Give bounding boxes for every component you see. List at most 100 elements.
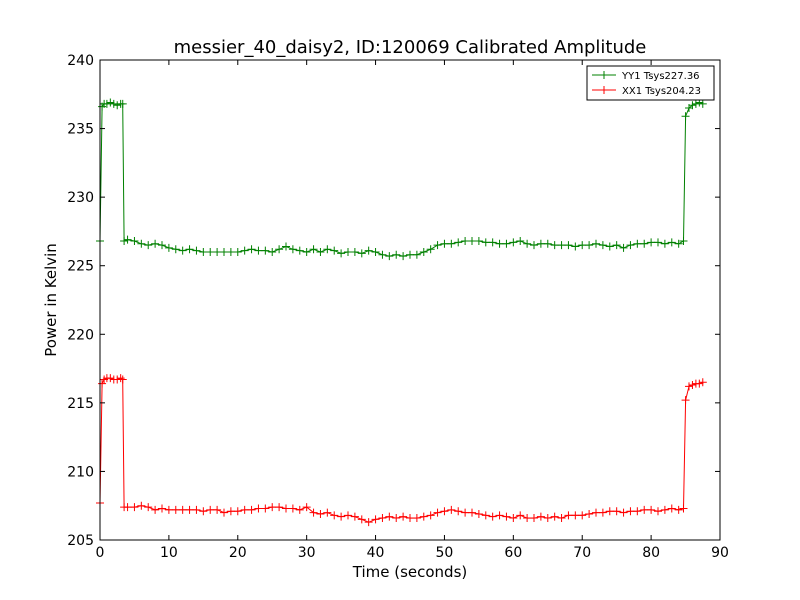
series-1 (96, 98, 707, 261)
data-point (660, 239, 669, 248)
data-point (557, 241, 566, 250)
data-point (158, 504, 166, 513)
data-point (213, 248, 222, 256)
data-point (309, 245, 318, 254)
data-point (116, 374, 125, 383)
data-point (185, 245, 194, 254)
data-point (605, 507, 614, 516)
data-point (220, 248, 228, 256)
data-point (378, 514, 387, 523)
data-point (344, 248, 352, 256)
data-point (295, 505, 304, 514)
data-point (254, 246, 263, 255)
data-point (323, 245, 332, 254)
data-point (419, 248, 428, 256)
x-tick-label: 60 (504, 545, 522, 561)
data-point (309, 508, 318, 517)
data-point (654, 238, 662, 247)
data-point (543, 514, 552, 523)
data-point (158, 241, 166, 250)
data-point (543, 239, 552, 248)
data-point (295, 246, 304, 255)
data-point (102, 99, 111, 108)
data-point (516, 511, 525, 520)
data-point (178, 246, 187, 255)
legend-box (586, 65, 715, 101)
data-point (605, 242, 614, 251)
data-point (502, 512, 511, 521)
data-point (550, 512, 559, 521)
y-tick-label: 215 (67, 396, 94, 412)
data-point (578, 511, 587, 520)
data-point (516, 237, 525, 246)
data-point (612, 507, 621, 516)
data-point (685, 382, 693, 391)
data-point (564, 241, 573, 250)
legend-label: YY1 Tsys227.36 (621, 71, 700, 82)
data-point (667, 504, 676, 513)
data-point (385, 512, 394, 521)
data-point (171, 505, 180, 514)
data-point (440, 507, 449, 516)
data-point (275, 503, 284, 512)
data-point (571, 242, 580, 251)
data-point (226, 507, 235, 516)
data-point (137, 501, 146, 510)
data-point (592, 239, 600, 248)
x-tick-label: 80 (642, 545, 660, 561)
data-point (206, 505, 215, 514)
data-point (364, 518, 373, 527)
data-point (488, 512, 497, 521)
y-tick-label: 205 (67, 533, 94, 549)
data-point (185, 505, 194, 514)
data-point (233, 248, 242, 256)
data-point (316, 248, 325, 256)
data-point (357, 249, 366, 258)
data-point (426, 511, 435, 520)
data-point (640, 505, 649, 514)
y-axis-label: Power in Kelvin (42, 243, 60, 357)
data-point (399, 512, 408, 521)
data-point (440, 239, 449, 248)
data-point (288, 245, 297, 254)
data-point (123, 235, 132, 244)
data-point (626, 507, 635, 516)
data-point (474, 509, 483, 518)
plot-frame (99, 59, 721, 541)
data-point (426, 245, 435, 254)
data-point (247, 505, 256, 514)
data-point (350, 248, 359, 256)
data-point (640, 239, 649, 248)
data-point (585, 509, 594, 518)
data-point (647, 238, 656, 247)
y-tick-label: 220 (67, 327, 94, 343)
data-point (447, 239, 456, 248)
x-tick-label: 90 (711, 545, 729, 561)
data-point (509, 238, 518, 247)
data-point (288, 504, 297, 513)
legend-label: XX1 Tsys204.23 (622, 86, 701, 97)
data-point (178, 505, 187, 514)
legend: YY1 Tsys227.36 XX1 Tsys204.23 (586, 65, 715, 101)
data-point (337, 512, 346, 521)
data-point (364, 246, 373, 255)
x-axis-label: Time (seconds) (352, 563, 468, 581)
data-point (481, 238, 490, 247)
y-tick-label: 210 (67, 464, 94, 480)
data-point (130, 503, 139, 512)
data-point (144, 241, 153, 250)
data-point (226, 248, 235, 256)
data-point (247, 245, 256, 254)
data-point (509, 514, 518, 523)
data-point (118, 375, 127, 384)
data-point (130, 237, 139, 246)
data-point (468, 237, 476, 246)
x-tick-label: 0 (96, 545, 105, 561)
data-point (647, 505, 656, 514)
data-point (654, 507, 662, 516)
data-point (330, 246, 339, 255)
data-point (592, 508, 600, 517)
data-point (674, 505, 683, 514)
data-point (688, 101, 697, 110)
data-point (619, 243, 628, 252)
